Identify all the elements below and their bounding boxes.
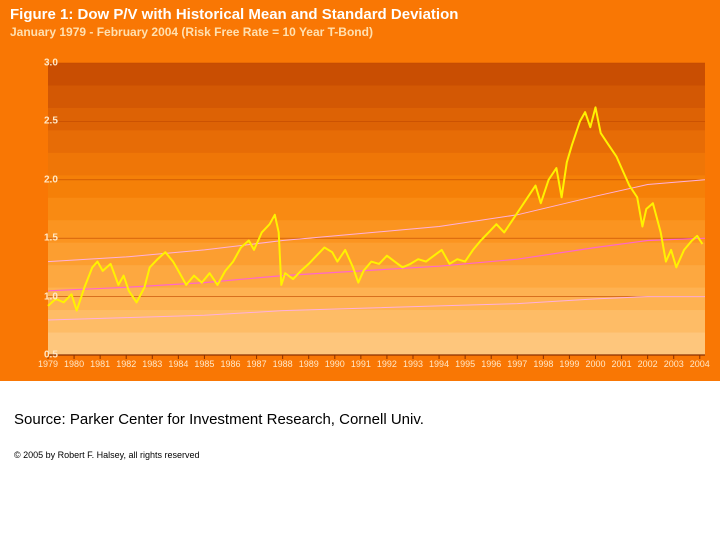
x-tick-label: 1982 <box>116 359 136 369</box>
x-tick-label: 1997 <box>507 359 527 369</box>
x-tick-label: 1984 <box>168 359 188 369</box>
x-tick-label: 1980 <box>64 359 84 369</box>
x-tick-label: 1988 <box>273 359 293 369</box>
x-tick-label: 2001 <box>612 359 632 369</box>
x-tick-label: 2002 <box>638 359 658 369</box>
x-tick-label: 1996 <box>481 359 501 369</box>
x-tick-label: 1986 <box>220 359 240 369</box>
x-tick-label: 1998 <box>533 359 553 369</box>
figure-header: Figure 1: Dow P/V with Historical Mean a… <box>0 0 720 43</box>
x-tick-label: 1979 <box>38 359 58 369</box>
source-line: Source: Parker Center for Investment Res… <box>0 381 720 436</box>
figure-container: Figure 1: Dow P/V with Historical Mean a… <box>0 0 720 381</box>
x-tick-label: 2004 <box>690 359 710 369</box>
x-tick-label: 1991 <box>351 359 371 369</box>
x-tick-label: 1981 <box>90 359 110 369</box>
x-tick-label: 1994 <box>429 359 449 369</box>
x-tick-label: 1993 <box>403 359 423 369</box>
x-tick-label: 1987 <box>247 359 267 369</box>
figure-title: Figure 1: Dow P/V with Historical Mean a… <box>10 6 710 23</box>
x-tick-label: 1985 <box>194 359 214 369</box>
chart-area: 0.51.01.52.02.53.01979198019811982198319… <box>10 55 710 375</box>
x-tick-label: 2000 <box>585 359 605 369</box>
copyright-line: © 2005 by Robert F. Halsey, all rights r… <box>0 436 720 464</box>
line-chart <box>10 55 710 375</box>
chart-outer: 0.51.01.52.02.53.01979198019811982198319… <box>0 43 720 381</box>
x-tick-label: 1999 <box>559 359 579 369</box>
x-tick-label: 1989 <box>299 359 319 369</box>
figure-subtitle: January 1979 - February 2004 (Risk Free … <box>10 25 710 39</box>
x-tick-label: 1995 <box>455 359 475 369</box>
x-tick-label: 2003 <box>664 359 684 369</box>
x-tick-label: 1992 <box>377 359 397 369</box>
x-tick-label: 1983 <box>142 359 162 369</box>
x-tick-label: 1990 <box>325 359 345 369</box>
